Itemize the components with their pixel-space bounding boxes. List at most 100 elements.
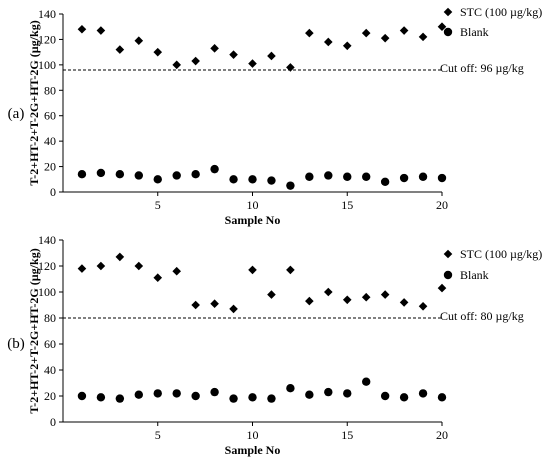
x-tick-label: 15 xyxy=(341,428,353,442)
data-point-blank xyxy=(191,170,200,179)
data-point-blank xyxy=(437,173,447,183)
data-point-stc xyxy=(191,300,200,310)
series-blank xyxy=(77,164,447,190)
data-point-blank xyxy=(267,394,276,403)
data-point-blank xyxy=(362,377,371,386)
legend-marker-stc xyxy=(443,249,453,259)
y-tick-label: 60 xyxy=(44,337,56,351)
data-point-stc xyxy=(342,41,352,51)
panel-label: (a) xyxy=(8,106,25,122)
y-tick-label: 140 xyxy=(38,7,56,21)
data-point-blank xyxy=(134,390,143,399)
y-tick-label: 100 xyxy=(38,285,56,299)
data-point-stc xyxy=(153,273,163,282)
data-point-blank xyxy=(172,171,181,180)
y-tick-label: 20 xyxy=(44,389,56,403)
x-tick-label: 15 xyxy=(341,198,353,212)
data-point-stc xyxy=(115,45,125,54)
data-point-blank xyxy=(96,168,106,178)
legend-label: STC (100 µg/kg) xyxy=(460,5,542,19)
data-point-blank xyxy=(437,393,447,402)
y-tick-label: 20 xyxy=(44,160,56,174)
data-point-blank xyxy=(343,172,352,181)
data-point-blank xyxy=(210,164,219,174)
y-tick-label: 80 xyxy=(44,83,56,97)
data-point-blank xyxy=(153,389,162,398)
data-point-blank xyxy=(115,170,125,179)
data-point-blank xyxy=(305,172,314,181)
data-point-stc xyxy=(267,51,276,61)
data-point-blank xyxy=(96,393,106,402)
data-point-stc xyxy=(229,304,238,314)
series-stc xyxy=(77,22,447,72)
data-point-blank xyxy=(362,172,371,181)
series-stc xyxy=(77,252,447,314)
y-tick-label: 140 xyxy=(38,233,56,247)
data-point-stc xyxy=(210,44,219,53)
data-point-blank xyxy=(267,176,276,185)
y-axis-title: T-2+HT-2+T-2G+HT-2G (µg/kg) xyxy=(27,20,41,185)
data-point-blank xyxy=(229,394,238,403)
data-point-stc xyxy=(361,28,371,38)
data-point-stc xyxy=(399,26,409,35)
legend-marker-stc xyxy=(443,7,453,17)
data-point-blank xyxy=(286,384,295,393)
data-point-stc xyxy=(115,252,125,262)
data-point-blank xyxy=(229,175,238,184)
data-point-blank xyxy=(324,171,333,180)
data-point-stc xyxy=(172,60,181,70)
data-point-blank xyxy=(115,394,125,403)
legend-label: STC (100 µg/kg) xyxy=(460,247,542,261)
data-point-blank xyxy=(77,391,87,401)
y-tick-label: 0 xyxy=(50,185,56,199)
data-point-blank xyxy=(305,390,314,399)
data-point-blank xyxy=(380,177,390,187)
series-blank xyxy=(77,377,447,403)
data-point-blank xyxy=(418,389,428,398)
data-point-blank xyxy=(324,387,333,397)
cutoff-label: Cut off: 96 µg/kg xyxy=(440,61,524,75)
data-point-stc xyxy=(418,32,428,42)
data-point-stc xyxy=(96,26,106,35)
x-tick-label: 5 xyxy=(155,428,161,442)
data-point-stc xyxy=(134,36,144,45)
y-tick-label: 60 xyxy=(44,109,56,123)
data-point-stc xyxy=(399,298,409,307)
data-point-stc xyxy=(324,287,333,297)
x-tick-label: 10 xyxy=(247,428,259,442)
data-point-blank xyxy=(134,171,143,180)
y-tick-label: 120 xyxy=(38,32,56,46)
data-point-stc xyxy=(210,299,219,308)
data-point-blank xyxy=(380,391,390,401)
data-point-stc xyxy=(248,59,257,68)
data-point-stc xyxy=(77,264,87,273)
data-point-stc xyxy=(437,22,447,32)
data-point-stc xyxy=(418,302,428,311)
data-point-stc xyxy=(172,266,181,276)
data-point-stc xyxy=(153,47,163,57)
data-point-blank xyxy=(248,175,257,184)
data-point-stc xyxy=(305,28,314,38)
data-point-stc xyxy=(191,56,200,66)
data-point-blank xyxy=(172,389,181,398)
x-axis-title: Sample No xyxy=(225,213,281,227)
x-tick-label: 20 xyxy=(436,428,448,442)
data-point-blank xyxy=(153,175,162,184)
data-point-stc xyxy=(96,261,106,271)
x-axis-title: Sample No xyxy=(225,443,281,457)
data-point-stc xyxy=(342,295,352,305)
data-point-stc xyxy=(248,265,257,275)
x-tick-label: 10 xyxy=(247,198,259,212)
data-point-stc xyxy=(437,283,447,293)
data-point-blank xyxy=(248,393,257,402)
chart-panel-b: 0 20 40 60 80 100 120 140 5 10 15 20 Sample No T-2+HT… xyxy=(7,233,542,457)
data-point-blank xyxy=(399,393,409,402)
legend-label: Blank xyxy=(460,25,489,39)
chart-panel-a: 0 20 40 60 80 100 120 140 5 10 15 20 Sample No T-2+HT… xyxy=(8,5,543,227)
y-axis-title: T-2+HT-2+T-2G+HT-2G (µg/kg) xyxy=(27,248,41,413)
data-point-stc xyxy=(229,50,238,59)
legend-label: Blank xyxy=(460,268,489,282)
data-point-stc xyxy=(134,261,144,271)
